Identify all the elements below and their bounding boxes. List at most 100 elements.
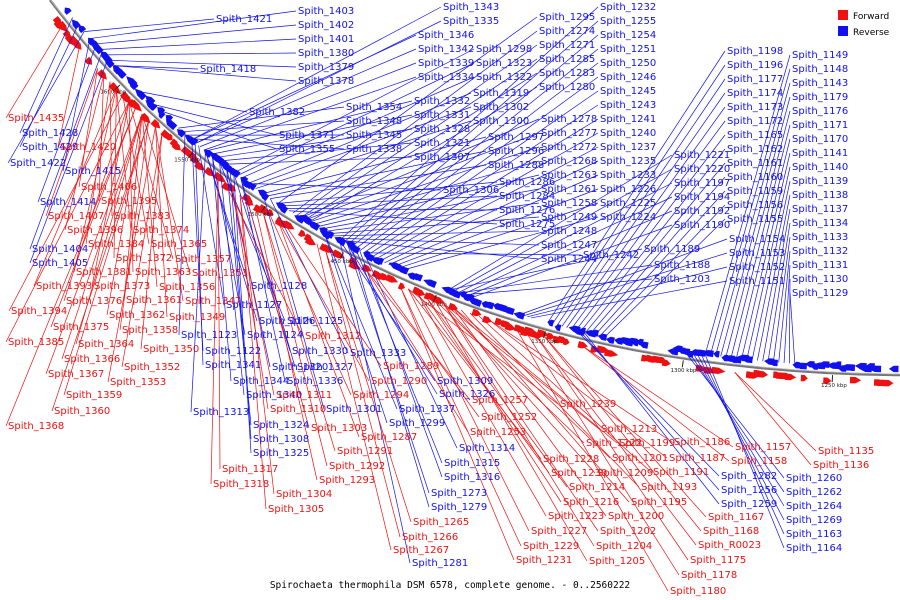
forward-gene-label: Spith_1178 [681,570,737,581]
reverse-gene-leader-line [585,162,726,333]
forward-gene-leader-line [365,269,469,433]
reverse-gene-leader-line [351,246,430,508]
reverse-gene-leader-line [363,90,599,254]
reverse-gene-label: Spith_1421 [216,14,272,25]
forward-gene-leader-line [155,126,168,318]
reverse-gene-arrow [402,267,410,275]
forward-gene-leader-line [324,248,401,538]
reverse-gene-label: Spith_1428 [22,128,78,139]
forward-gene-label: Spith_1407 [48,211,104,222]
reverse-gene-leader-line [746,166,791,360]
forward-gene-leader-line [115,88,132,231]
reverse-gene-label: Spith_1404 [32,244,88,255]
reverse-gene-label: Spith_1262 [786,487,842,498]
forward-gene-label: Spith_1294 [353,390,409,401]
reverse-gene-leader-line [552,64,726,325]
reverse-gene-label: Spith_1272 [541,142,597,153]
reverse-gene-label: Spith_1129 [792,288,848,299]
reverse-gene-label: Spith_1403 [298,6,354,17]
reverse-gene-label: Spith_1244 [541,254,597,265]
reverse-gene-leader-line [375,132,599,260]
reverse-gene-label: Spith_1249 [541,212,597,223]
reverse-gene-leader-line [590,176,726,334]
forward-gene-leader-line [324,248,412,523]
forward-gene-arrow [823,377,832,384]
forward-gene-leader-line [534,333,689,561]
reverse-gene-label: Spith_1283 [539,68,595,79]
reverse-gene-label: Spith_1343 [443,2,499,13]
forward-gene-leader-line [262,210,336,452]
forward-gene-leader-line [5,107,136,427]
forward-gene-label: Spith_1363 [135,267,191,278]
reverse-gene-leader-line [62,38,91,172]
reverse-gene-label: Spith_1164 [786,543,842,554]
reverse-gene-arrow [95,45,104,55]
reverse-gene-label: Spith_1140 [792,162,848,173]
forward-gene-leader-line [63,120,150,396]
reverse-gene-arrow [158,112,166,119]
reverse-gene-label: Spith_1160 [727,172,783,183]
scale-ticks: 1600 kbp 1550 kbp 1500 kbp 1450 kbp 1400 kbp… [100,84,847,389]
reverse-gene-label: Spith_1138 [792,190,848,201]
reverse-gene-label: Spith_1335 [443,16,499,27]
reverse-gene-leader-line [580,148,726,332]
forward-gene-label: Spith_1205 [589,556,645,567]
forward-gene-leader-line [442,302,596,474]
forward-gene-leader-line [285,224,382,367]
forward-gene-arrow [165,133,173,141]
reverse-gene-label: Spith_1174 [727,88,783,99]
reverse-gene-leader-line [190,151,206,413]
forward-gene-label: Spith_1253 [470,427,526,438]
reverse-gene-arrow [741,356,753,364]
reverse-gene-leader-line [99,38,297,50]
forward-gene-label: Spith_1200 [608,511,664,522]
reverse-gene-label: Spith_1378 [298,76,354,87]
reverse-gene-arrow [847,364,856,372]
forward-gene-leader-line [141,114,158,288]
reverse-gene-label: Spith_1127 [226,300,282,311]
scale-tick-label: 1450 kbp [327,259,353,265]
reverse-gene-leader-line [456,182,673,294]
scale-tick-mark [681,360,684,368]
legend-forward-swatch [838,10,848,20]
reverse-gene-label: Spith_1333 [350,348,406,359]
reverse-gene-label: Spith_1132 [792,246,848,257]
reverse-gene-leader-line [547,50,726,323]
forward-gene-arrow [536,329,549,337]
reverse-gene-label: Spith_1254 [600,30,656,41]
reverse-gene-leader-line [452,168,673,293]
reverse-gene-label: Spith_1282 [721,471,777,482]
forward-gene-label: Spith_1216 [563,497,619,508]
reverse-gene-label: Spith_1274 [539,26,595,37]
forward-gene-label: Spith_1303 [311,423,367,434]
forward-gene-leader-line [425,295,568,488]
forward-gene-arrow [121,93,132,104]
reverse-gene-leader-line [561,92,726,327]
reverse-gene-leader-line [339,6,599,241]
reverse-gene-leader-line [209,114,413,155]
forward-gene-label: Spith_1193 [641,482,697,493]
reverse-gene-label: Spith_1345 [346,130,402,141]
forward-gene-leader-line [232,189,275,396]
reverse-gene-label: Spith_1246 [600,72,656,83]
reverse-gene-leader-line [396,202,599,269]
forward-gene-label: Spith_1239 [560,399,616,410]
reverse-gene-label: Spith_1153 [729,248,785,259]
reverse-gene-leader-line [195,20,442,144]
reverse-gene-leader-line [762,208,791,362]
forward-gene-arrow [471,308,482,317]
forward-gene-arrow [603,349,619,357]
reverse-gene-leader-line [595,190,726,335]
reverse-gene-leader-line [783,264,791,363]
reverse-gene-label: Spith_1402 [298,20,354,31]
reverse-gene-label: Spith_1422 [10,158,66,169]
reverse-gene-label: Spith_1346 [418,30,474,41]
reverse-gene-leader-line [114,65,297,82]
forward-gene-arrow [109,82,121,95]
forward-gene-leader-line [434,299,588,562]
reverse-gene-label: Spith_1325 [253,448,309,459]
reverse-gene-label: Spith_1301 [326,404,382,415]
reverse-gene-label: Spith_1192 [674,206,730,217]
reverse-gene-arrow [260,193,270,202]
reverse-gene-leader-line [300,58,538,219]
